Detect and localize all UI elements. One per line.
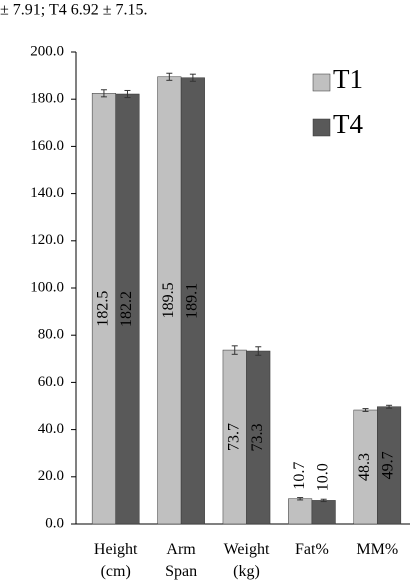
- value-label: 73.7: [225, 423, 242, 451]
- x-tick-line: MM%: [356, 541, 398, 558]
- x-tick-line: (kg): [233, 563, 260, 580]
- y-tick-label: 60.0: [38, 374, 64, 390]
- legend-label: T4: [333, 109, 363, 139]
- error-bar: [189, 73, 196, 82]
- value-label: 49.7: [380, 451, 397, 479]
- error-bar: [255, 346, 262, 356]
- y-tick-label: 200.0: [30, 43, 64, 59]
- x-tick-line: Height: [94, 541, 138, 558]
- y-tick-label: 100.0: [30, 279, 64, 295]
- bar: [311, 500, 336, 525]
- value-label: 189.5: [160, 282, 177, 318]
- y-tick-label: 120.0: [30, 232, 64, 248]
- value-label: 10.0: [314, 463, 331, 491]
- error-bar: [320, 498, 327, 503]
- x-tick-label: Fat%: [295, 541, 329, 558]
- x-tick-line: (cm): [101, 563, 131, 580]
- x-tick-label: Height (cm): [94, 541, 138, 580]
- error-bar: [297, 497, 304, 501]
- error-bar: [362, 408, 369, 412]
- error-bar: [166, 72, 173, 81]
- x-tick-line: Arm: [166, 541, 196, 558]
- x-tick-line: Weight: [224, 541, 270, 558]
- value-label: 189.1: [184, 283, 201, 319]
- error-bar: [124, 89, 131, 99]
- x-tick-label: Weight (kg): [224, 541, 270, 580]
- value-label: 48.3: [356, 453, 373, 481]
- x-tick-line: Fat%: [295, 541, 329, 558]
- y-tick-label: 40.0: [38, 421, 64, 437]
- y-tick-label: 140.0: [30, 185, 64, 201]
- value-label: 182.2: [118, 291, 135, 327]
- x-tick-label: Arm Span: [165, 541, 197, 580]
- value-label: 10.7: [291, 462, 308, 490]
- value-label: 182.5: [95, 291, 112, 327]
- y-tick-label: 20.0: [38, 468, 64, 484]
- legend-swatch: [312, 118, 331, 137]
- legend-swatch: [312, 73, 331, 92]
- error-bar: [100, 89, 107, 98]
- legend-label: T1: [333, 64, 363, 94]
- error-bar: [231, 345, 238, 355]
- bar: [288, 498, 313, 525]
- annotation: ± 7.91; T4 6.92 ± 7.15.: [0, 2, 148, 19]
- y-tick-label: 160.0: [30, 138, 64, 154]
- error-bar: [386, 404, 393, 409]
- x-tick-line: Span: [165, 563, 197, 580]
- y-tick-label: 0.0: [45, 515, 64, 531]
- y-tick-label: 80.0: [38, 327, 64, 343]
- value-label: 73.3: [249, 424, 266, 452]
- y-tick-label: 180.0: [30, 91, 64, 107]
- x-tick-label: MM%: [356, 541, 398, 558]
